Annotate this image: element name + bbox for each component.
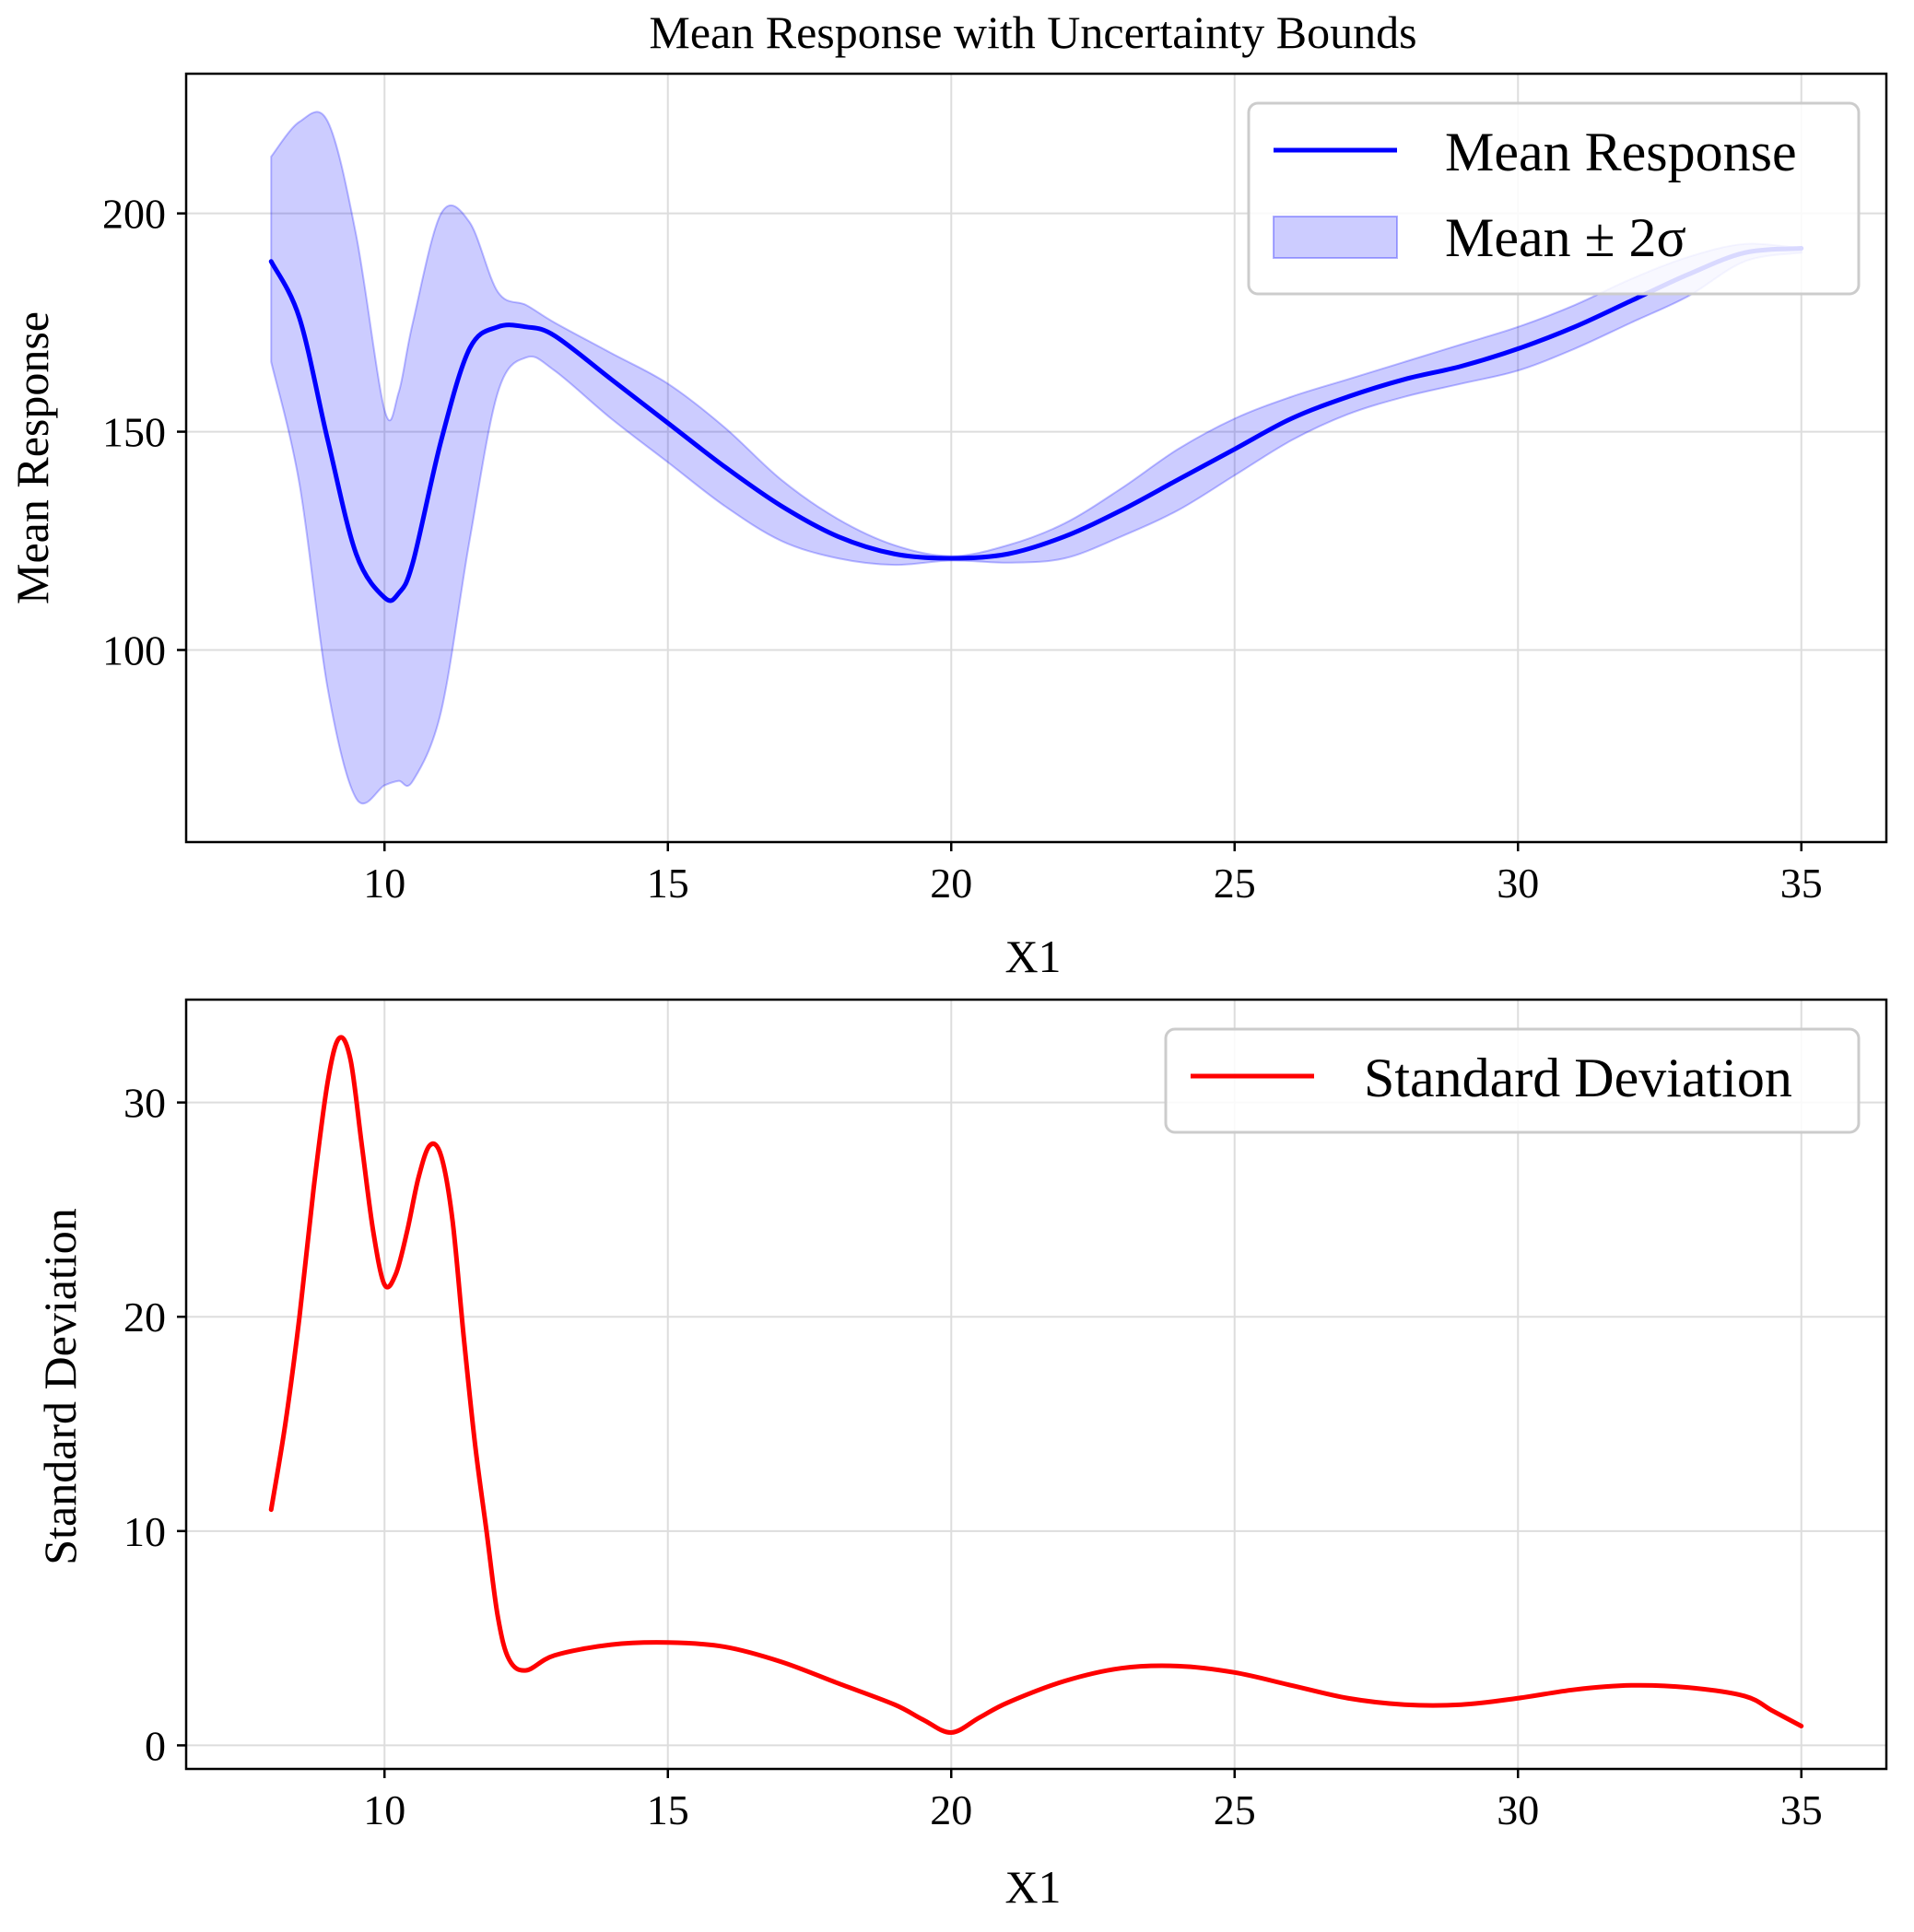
top-legend-box (1247, 101, 1861, 296)
bottom-y-axis-label: Standard Deviation (34, 1208, 86, 1564)
bottom-ytick-label-20: 20 (123, 1294, 166, 1341)
bottom-y-ticks: 0 10 20 30 (123, 1080, 186, 1769)
top-ytick-label-150: 150 (102, 409, 166, 456)
legend-std-label: Standard Deviation (1364, 1048, 1792, 1108)
top-xtick-label-10: 10 (363, 860, 405, 907)
chart-title: Mean Response with Uncertainty Bounds (649, 6, 1416, 58)
standard-deviation-line (268, 1035, 1804, 1735)
legend-mean-label: Mean Response (1445, 122, 1797, 182)
legend-band-swatch (1273, 216, 1398, 259)
bottom-ytick-label-10: 10 (123, 1508, 166, 1555)
std-line-layer (268, 1035, 1804, 1735)
bottom-x-ticks: 10 15 20 25 30 35 (363, 1769, 1823, 1833)
top-xtick-label-35: 35 (1780, 860, 1823, 907)
top-y-axis-label: Mean Response (6, 311, 58, 604)
top-xtick-label-15: 15 (647, 860, 689, 907)
top-xtick-label-25: 25 (1214, 860, 1256, 907)
top-xtick-label-30: 30 (1497, 860, 1539, 907)
bottom-xtick-label-30: 30 (1497, 1786, 1539, 1833)
mean-line-layer (268, 246, 1804, 603)
top-ytick-label-200: 200 (102, 191, 166, 238)
bottom-axes-frame (184, 998, 1888, 1771)
top-axes-frame (184, 72, 1888, 844)
top-xtick-label-20: 20 (930, 860, 972, 907)
mean-response-panel: Mean Response with Uncertainty Bounds 10… (6, 6, 1888, 982)
legend-band-label: Mean ± 2σ (1445, 207, 1686, 268)
bottom-ytick-label-30: 30 (123, 1080, 166, 1127)
bottom-xtick-label-20: 20 (930, 1786, 972, 1833)
top-y-ticks: 100 150 200 (102, 191, 186, 674)
bottom-xtick-label-15: 15 (647, 1786, 689, 1833)
bottom-legend-box (1164, 1027, 1861, 1134)
bottom-xtick-label-25: 25 (1214, 1786, 1256, 1833)
top-x-axis-label: X1 (1004, 931, 1061, 982)
bottom-xtick-label-10: 10 (363, 1786, 405, 1833)
bottom-xtick-label-35: 35 (1780, 1786, 1823, 1833)
bottom-ytick-label-0: 0 (145, 1722, 166, 1769)
top-x-ticks: 10 15 20 25 30 35 (363, 842, 1823, 907)
bottom-x-axis-label: X1 (1004, 1861, 1061, 1913)
mean-response-line (268, 246, 1804, 603)
standard-deviation-panel: 10 15 20 25 30 35 0 10 20 30 X1 Standard Deviati… (34, 998, 1888, 1913)
bottom-legend: Standard Deviation (1164, 1027, 1861, 1134)
top-ytick-label-100: 100 (102, 627, 166, 674)
top-legend: Mean Response Mean ± 2σ (1247, 101, 1861, 296)
